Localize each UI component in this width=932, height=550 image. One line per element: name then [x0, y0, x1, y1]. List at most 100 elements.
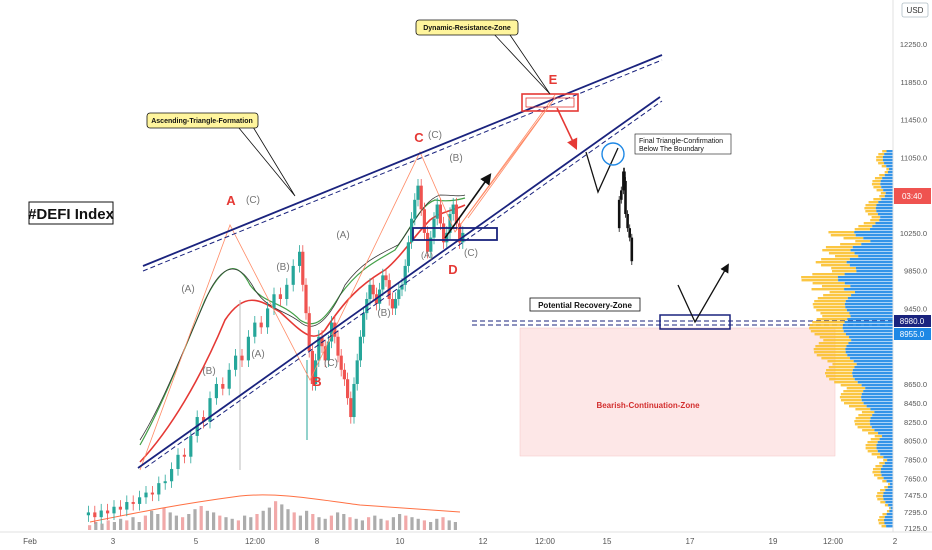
volume-profile-bar-buy [851, 339, 893, 342]
volume-bar [181, 517, 185, 530]
volume-profile-bar-buy [888, 504, 893, 507]
volume-bar [354, 518, 358, 530]
volume-profile-bar-buy [884, 174, 893, 177]
price-tick-label: 8650.0 [904, 380, 927, 389]
volume-bar [447, 520, 451, 530]
volume-profile-bar-sell [823, 294, 852, 297]
volume-profile-bar-buy [847, 297, 893, 300]
bearish-continuation-zone [519, 327, 836, 457]
volume-profile-bar-sell [801, 276, 838, 279]
volume-profile-bar-buy [884, 462, 893, 465]
volume-profile-bar-sell [878, 153, 885, 156]
volume-bar [174, 515, 178, 530]
time-tick-label: 2 [893, 537, 898, 546]
confirmation-circle [601, 142, 625, 166]
volume-profile-bar-buy [847, 354, 893, 357]
candle-body [170, 468, 174, 482]
volume-bar [329, 515, 333, 530]
volume-profile-bar-buy [876, 447, 893, 450]
volume-bar [292, 512, 296, 530]
candle-body [259, 322, 263, 328]
volume-bar [317, 517, 321, 530]
volume-profile-bar-buy [845, 306, 893, 309]
volume-profile-bar-buy [888, 171, 893, 174]
volume-profile-bar-buy [882, 159, 893, 162]
candle-body [429, 237, 433, 252]
volume-profile-bar-buy [848, 342, 893, 345]
candle-body [339, 355, 343, 370]
volume-profile-bar-sell [814, 333, 846, 336]
volume-profile-bar-sell [876, 189, 884, 192]
volume-profile-bar-sell [812, 273, 845, 276]
volume-profile-bar-buy [881, 186, 893, 189]
candle-body [227, 369, 231, 389]
volume-bar [274, 501, 278, 530]
candle-body [336, 336, 340, 356]
volume-profile-bar-buy [885, 192, 893, 195]
price-tick-label: 9850.0 [904, 267, 927, 276]
price-tick-label: 7850.0 [904, 456, 927, 465]
volume-profile-bar-sell [849, 405, 867, 408]
price-tick-label: 8050.0 [904, 437, 927, 446]
volume-profile-bar-buy [847, 318, 893, 321]
volume-profile-bar-buy [854, 366, 893, 369]
candle-body [208, 398, 212, 422]
volume-bar [280, 504, 284, 530]
volume-profile-bar-buy [872, 225, 893, 228]
time-tick-label: 12:00 [535, 537, 556, 546]
candle-body [246, 336, 250, 361]
volume-bar [379, 518, 383, 530]
volume-profile-bar-buy [843, 330, 893, 333]
volume-profile-bar-buy [861, 243, 893, 246]
volume-profile-bar-sell [813, 306, 846, 309]
projected-candle-body [626, 213, 629, 229]
volume-profile-bar-sell [888, 483, 891, 486]
volume-bar [162, 507, 166, 530]
volume-profile-bar-sell [858, 414, 873, 417]
volume-profile-bar-sell [843, 390, 864, 393]
candle-body [438, 204, 442, 224]
volume-profile-bar-sell [872, 180, 881, 183]
price-tick-label: 11850.0 [900, 78, 927, 87]
candle-body [157, 483, 161, 495]
volume-bar [422, 520, 426, 530]
volume-profile-bar-sell [877, 519, 884, 522]
volume-bar [435, 518, 439, 530]
volume-bar [255, 514, 259, 530]
volume-profile-bar-buy [874, 429, 893, 432]
volume-profile-bar-buy [844, 303, 893, 306]
projected-candles [617, 167, 634, 265]
time-axis-ticks: Feb 3 5 12:00 8 10 12 12:00 15 17 19 12:00 2 [23, 537, 898, 546]
dynamic-resistance-box-inner [525, 97, 575, 108]
candle-body [397, 289, 401, 299]
price-axis [893, 0, 932, 532]
volume-profile-bar-sell [846, 387, 866, 390]
candle-body [176, 454, 180, 469]
wave-label-b: B [312, 374, 321, 389]
volume-profile-bar-sell [820, 312, 850, 315]
candle-body [403, 265, 407, 285]
volume-profile-bar-buy [856, 363, 893, 366]
volume-bar [94, 522, 98, 530]
volume-profile-bar-buy [883, 492, 893, 495]
volume-profile-bar-buy [854, 291, 893, 294]
volume-bar [193, 509, 197, 530]
candle-body [413, 199, 417, 219]
candle-body [189, 435, 193, 457]
volume-profile-bar-buy [886, 513, 893, 516]
triangle-lower-boundary-dashed [144, 100, 663, 469]
projected-candle-body [628, 228, 631, 238]
volume-profile-bar-sell [879, 195, 885, 198]
volume-bar [187, 514, 191, 530]
price-tick-label: 9450.0 [904, 304, 927, 313]
volume-profile-bar-buy [875, 222, 893, 225]
candle-body [163, 481, 167, 484]
volume-profile-bar-sell [855, 408, 871, 411]
wave-label-e: E [549, 72, 558, 87]
ema-black-line [139, 194, 466, 441]
volume-profile [801, 150, 893, 528]
price-tick-label: 7475.0 [904, 491, 927, 500]
volume-profile-bar-sell [829, 291, 855, 294]
candle-body [381, 275, 385, 290]
volume-profile-bar-sell [855, 240, 871, 243]
